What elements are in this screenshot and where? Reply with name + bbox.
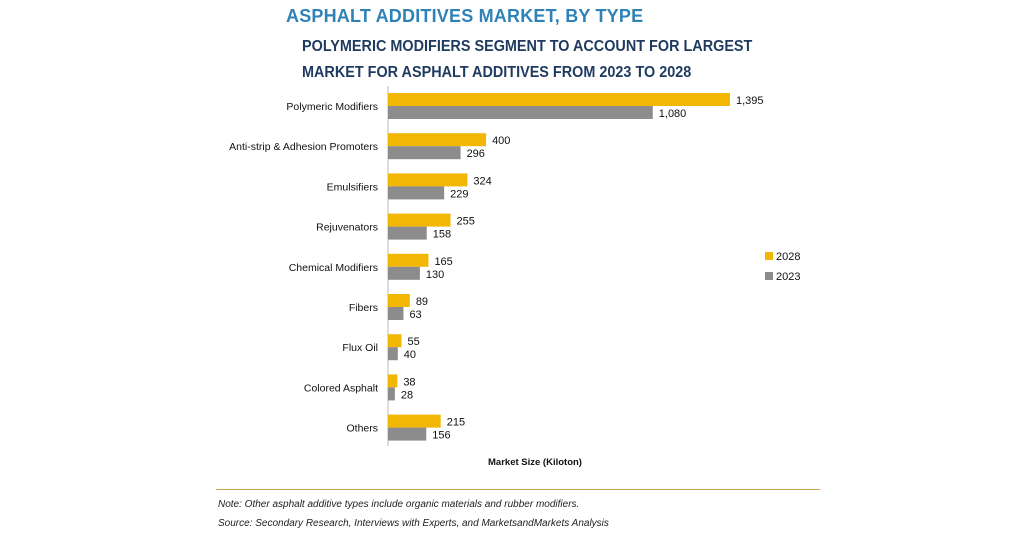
bar-2023 [388, 266, 420, 280]
bar-2028 [388, 173, 468, 187]
data-label: 40 [404, 349, 416, 361]
bar-2028 [388, 414, 441, 428]
category-label: Fibers [349, 302, 378, 314]
data-label: 255 [457, 216, 475, 228]
bar-2023 [388, 106, 653, 119]
category-label: Polymeric Modifiers [286, 101, 378, 113]
data-label: 63 [409, 309, 421, 321]
bar-2028 [388, 93, 730, 106]
x-axis-title: Market Size (Kiloton) [488, 457, 582, 468]
data-label: 89 [416, 296, 428, 308]
data-label: 296 [467, 148, 485, 160]
chart-title: ASPHALT ADDITIVES MARKET, BY TYPE [286, 6, 644, 26]
data-label: 55 [407, 336, 419, 348]
category-label: Colored Asphalt [304, 382, 378, 394]
category-label: Anti-strip & Adhesion Promoters [229, 141, 378, 153]
footer-divider [216, 489, 820, 490]
legend-swatch [765, 272, 773, 280]
data-label: 165 [434, 256, 452, 268]
bar-2023 [388, 427, 427, 441]
category-label: Flux Oil [342, 342, 378, 354]
bar-2028 [388, 253, 429, 267]
source-note: Source: Secondary Research, Interviews w… [218, 518, 609, 529]
bar-2028 [388, 294, 410, 307]
bar-2023 [388, 146, 461, 160]
data-label: 324 [473, 175, 491, 187]
bar-2028 [388, 213, 451, 227]
legend-label: 2023 [776, 271, 800, 283]
legend-swatch [765, 252, 773, 260]
data-label: 400 [492, 135, 510, 147]
footnote: Note: Other asphalt additive types inclu… [218, 499, 580, 510]
chart-subtitle: POLYMERIC MODIFIERS SEGMENT TO ACCOUNT F… [302, 38, 753, 81]
data-label: 1,395 [736, 95, 764, 107]
data-label: 130 [426, 269, 444, 281]
data-label: 156 [432, 430, 450, 442]
legend-label: 2028 [776, 251, 800, 263]
data-label: 229 [450, 188, 468, 200]
data-label: 1,080 [659, 108, 687, 120]
data-label: 28 [401, 389, 413, 401]
data-label: 215 [447, 417, 465, 429]
category-label: Chemical Modifiers [289, 262, 378, 274]
category-label: Rejuvenators [316, 222, 378, 234]
category-label: Emulsifiers [327, 181, 378, 193]
bar-2023 [388, 307, 404, 320]
bar-2023 [388, 347, 398, 361]
bar-2023 [388, 186, 445, 200]
data-label: 38 [403, 376, 415, 388]
bar-2028 [388, 133, 487, 147]
category-label: Others [346, 423, 378, 435]
bar-2023 [388, 387, 395, 401]
data-label: 158 [433, 229, 451, 241]
bar-2028 [388, 374, 398, 388]
bar-2028 [388, 334, 402, 348]
bar-2023 [388, 226, 427, 240]
